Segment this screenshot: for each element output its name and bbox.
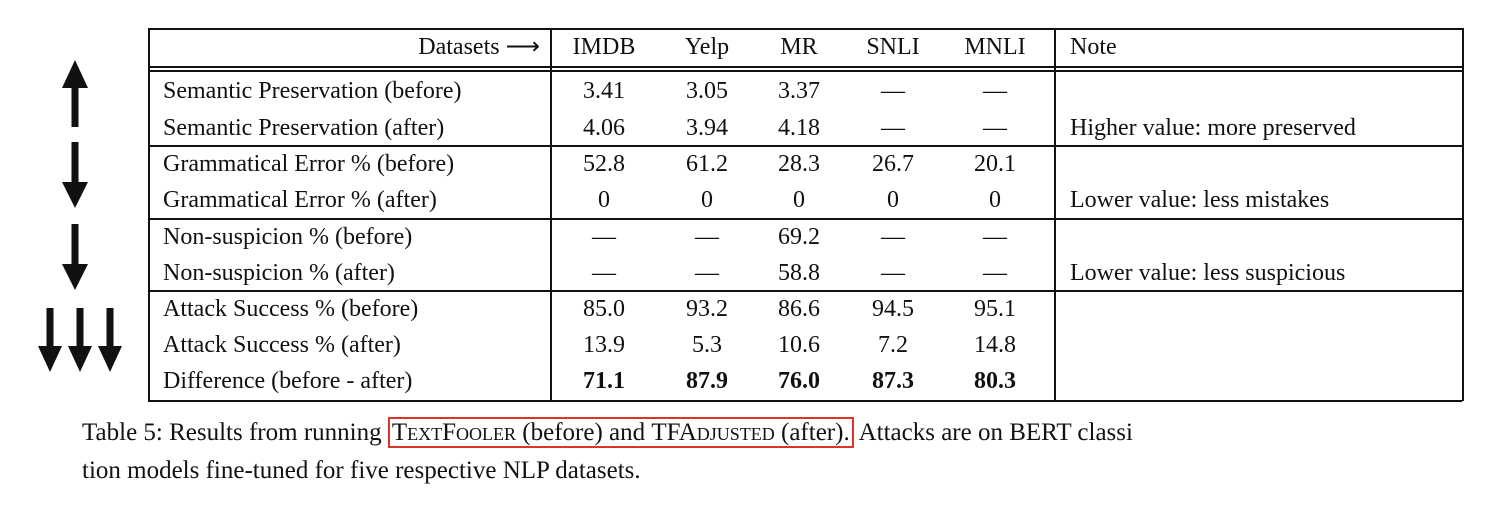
value-cell: 3.05 [686,78,728,104]
value-cell: 4.06 [583,115,625,141]
value-cell: 5.3 [692,332,722,358]
value-cell: 4.18 [778,115,820,141]
caption: Table 5: Results from running TextFooler… [82,414,1133,490]
value-cell: — [592,260,616,286]
rule [148,400,1462,402]
caption-rest: Attacks are on BERT classi [858,419,1133,446]
row-label: Attack Success % (before) [163,296,419,322]
value-cell: 0 [989,187,1001,213]
value-cell: 0 [701,187,713,213]
tool-name: TFAdjusted [651,419,775,446]
value-cell: 20.1 [974,151,1016,177]
value-cell: 58.8 [778,260,820,286]
value-cell: 93.2 [686,296,728,322]
value-cell: — [983,260,1007,286]
row-label: Attack Success % (after) [163,332,401,358]
note: Lower value: less suspicious [1070,260,1346,286]
header-cell: Datasets ⟶ [418,34,540,60]
row-label: Semantic Preservation (after) [163,115,445,141]
tool-name: TextFooler [391,419,517,446]
value-cell: 86.6 [778,296,820,322]
value-cell: 94.5 [872,296,914,322]
row-label: Difference (before - after) [163,368,413,394]
caption-line: tion models fine-tuned for five respecti… [82,457,641,484]
column-rule [1054,28,1056,401]
row-label: Non-suspicion % (before) [163,224,413,250]
value-cell: — [983,78,1007,104]
rule [148,218,1462,220]
note: Higher value: more preserved [1070,115,1356,141]
value-cell: 28.3 [778,151,820,177]
value-cell: 95.1 [974,296,1016,322]
row-label: Grammatical Error % (after) [163,187,437,213]
highlight-box: TextFooler (before) and TFAdjusted (afte… [387,417,854,448]
header-cell: SNLI [866,34,920,60]
note: Lower value: less mistakes [1070,187,1330,213]
value-cell: 52.8 [583,151,625,177]
value-cell: — [983,224,1007,250]
value-cell: 14.8 [974,332,1016,358]
column-rule [550,28,552,401]
value-cell: 71.1 [583,368,625,394]
header-cell: Yelp [684,34,730,60]
value-cell: — [881,260,905,286]
value-cell: — [881,78,905,104]
column-rule [148,28,150,401]
rule [148,70,1462,72]
arrows [38,60,122,372]
value-cell: 3.37 [778,78,820,104]
value-cell: — [695,260,719,286]
caption-text: (before) and [522,419,646,446]
caption-text: (after). [781,419,850,446]
rule [148,66,1462,68]
row-label: Semantic Preservation (before) [163,78,462,104]
row-label: Non-suspicion % (after) [163,260,395,286]
caption-lead: Table 5: Results from running [82,419,382,446]
value-cell: — [983,115,1007,141]
value-cell: 13.9 [583,332,625,358]
value-cell: 0 [793,187,805,213]
rule [148,290,1462,292]
value-cell: 7.2 [878,332,908,358]
value-cell: 69.2 [778,224,820,250]
header-cell: Note [1070,34,1117,60]
value-cell: 87.3 [872,368,914,394]
value-cell: 3.41 [583,78,625,104]
header-cell: MNLI [964,34,1026,60]
value-cell: 61.2 [686,151,728,177]
rule [148,145,1462,147]
value-cell: 85.0 [583,296,625,322]
value-cell: 76.0 [778,368,820,394]
column-rule [1462,28,1464,401]
header-cell: IMDB [572,34,636,60]
value-cell: — [695,224,719,250]
row-label: Grammatical Error % (before) [163,151,455,177]
value-cell: 87.9 [686,368,728,394]
value-cell: 0 [598,187,610,213]
value-cell: — [881,224,905,250]
value-cell: 10.6 [778,332,820,358]
value-cell: — [592,224,616,250]
rule [148,28,1462,30]
value-cell: 80.3 [974,368,1016,394]
value-cell: 0 [887,187,899,213]
value-cell: 3.94 [686,115,728,141]
header-cell: MR [780,34,818,60]
value-cell: — [881,115,905,141]
value-cell: 26.7 [872,151,914,177]
